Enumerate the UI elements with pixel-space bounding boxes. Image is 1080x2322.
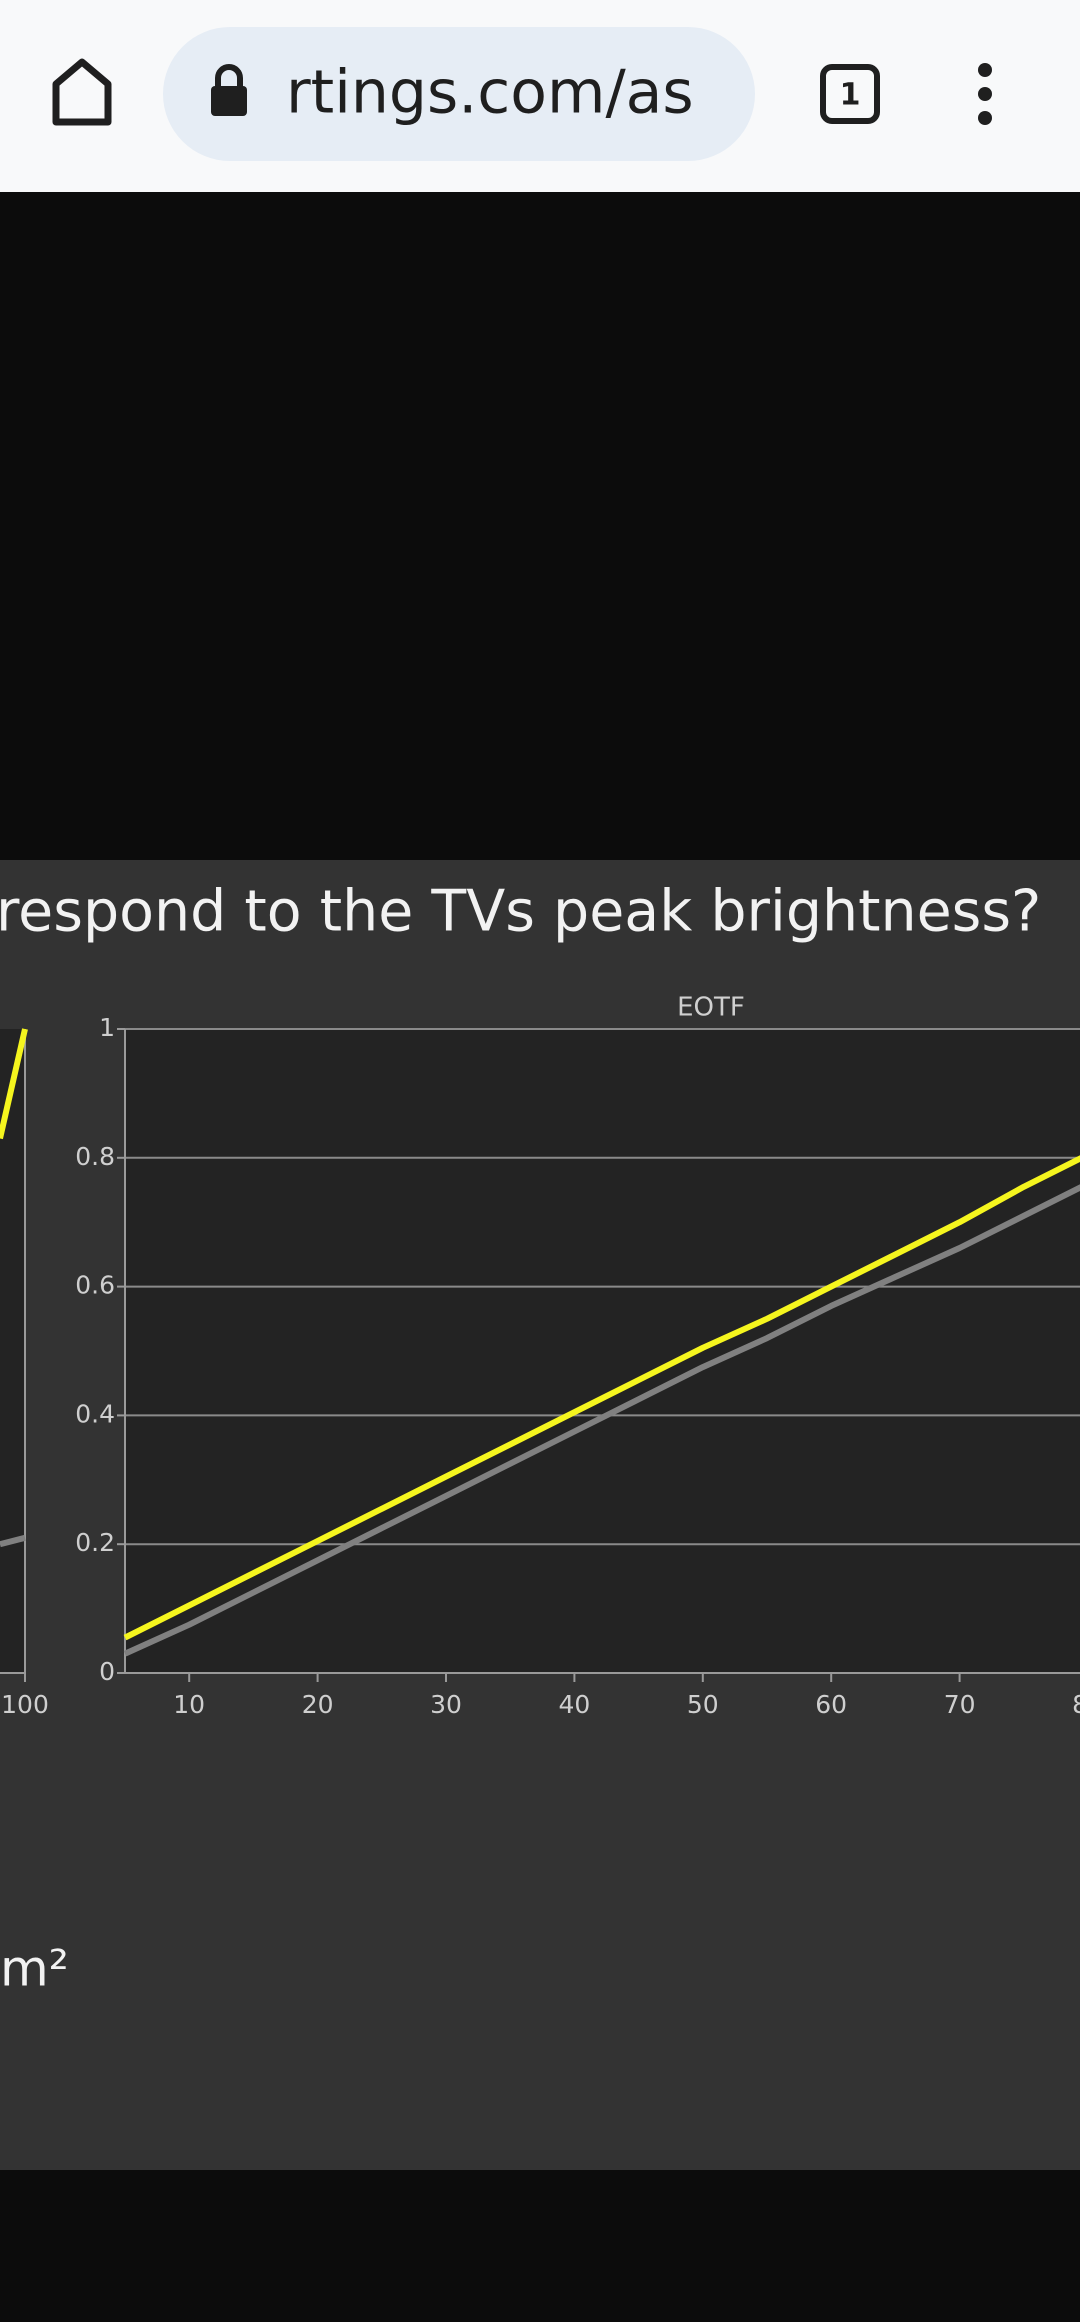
series-line <box>123 1155 1080 1641</box>
url-bar[interactable] <box>163 27 755 161</box>
tabs-button[interactable]: 1 <box>820 64 880 124</box>
x-tick-label: 30 <box>430 1690 462 1719</box>
charts: 100 EOTF 0 0.2 0.4 0.6 0.8 1 10 20 30 40 50 60 70 80 <box>0 993 1080 1719</box>
x-tick-label: 70 <box>944 1690 976 1719</box>
y-tick-label: 0.2 <box>75 1528 115 1557</box>
x-tick-label: 100 <box>1 1690 49 1719</box>
y-tick-label: 0 <box>99 1657 115 1686</box>
series-line <box>123 1184 1080 1657</box>
chart-title: EOTF <box>677 993 745 1023</box>
y-tick-label: 1 <box>99 1013 115 1042</box>
footer-text: m² <box>0 1940 69 1998</box>
y-tick-label: 0.8 <box>75 1142 115 1171</box>
y-tick-label: 0.6 <box>75 1271 115 1300</box>
url-clip: rtings.com/as <box>286 58 694 128</box>
tab-count: 1 <box>840 78 861 113</box>
x-tick-label: 50 <box>687 1690 719 1719</box>
tabs-frame <box>820 64 880 124</box>
lock-icon <box>211 64 247 116</box>
series-line <box>0 1028 28 1140</box>
menu-button[interactable] <box>978 63 992 125</box>
url-text: rtings.com/as <box>286 58 694 128</box>
x-tick-label: 60 <box>815 1690 847 1719</box>
x-tick-label: 40 <box>558 1690 590 1719</box>
home-button[interactable] <box>52 58 112 126</box>
plot-area <box>125 1029 1080 1673</box>
y-tick-label: 0.4 <box>75 1399 115 1428</box>
x-tick-label: 20 <box>302 1690 334 1719</box>
x-tick-label: 80 <box>1072 1690 1080 1719</box>
x-tick-label: 10 <box>173 1690 205 1719</box>
heading: respond to the TVs peak brightness? <box>0 879 1041 945</box>
plot-area <box>0 1029 25 1673</box>
series-line <box>0 1534 26 1548</box>
